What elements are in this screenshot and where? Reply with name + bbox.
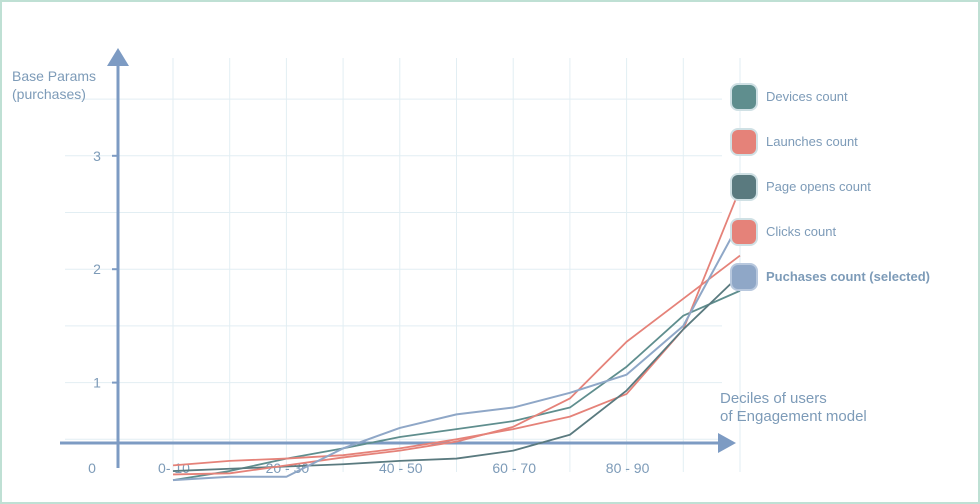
x-axis-arrow xyxy=(718,433,736,453)
legend-swatch xyxy=(730,262,758,291)
legend-swatch xyxy=(730,127,758,156)
legend-swatch xyxy=(730,82,758,111)
x-axis-title-line-2: of Engagement model xyxy=(720,408,867,425)
legend-item[interactable]: Launches count xyxy=(730,119,930,164)
legend-item[interactable]: Page opens count xyxy=(730,164,930,209)
series-lines xyxy=(172,188,741,482)
y-axis-arrow xyxy=(107,48,129,66)
legend-item[interactable]: Devices count xyxy=(730,74,930,119)
series-line xyxy=(172,254,741,476)
legend-swatch xyxy=(730,172,758,201)
legend-label: Puchases count (selected) xyxy=(766,269,930,284)
axes xyxy=(60,48,736,468)
x-tick-label: 40 - 50 xyxy=(379,460,423,476)
legend-label: Devices count xyxy=(766,89,848,104)
legend-item[interactable]: Puchases count (selected) xyxy=(730,254,930,299)
y-tick-label: 2 xyxy=(93,261,101,277)
y-axis-title-line-2: (purchases) xyxy=(12,86,86,102)
legend-label: Page opens count xyxy=(766,179,871,194)
y-axis-title: Base Params (purchases) xyxy=(12,67,96,103)
legend-label: Launches count xyxy=(766,134,858,149)
series-line xyxy=(172,221,741,482)
y-axis-title-line-1: Base Params xyxy=(12,68,97,84)
series-line xyxy=(172,188,741,467)
legend-swatch xyxy=(730,217,758,246)
y-tick-label: 3 xyxy=(93,148,101,164)
grid xyxy=(65,58,741,472)
x-tick-label: 80 - 90 xyxy=(606,460,650,476)
x-axis-title: Deciles of users of Engagement model xyxy=(720,390,867,426)
y-tick-label: 1 xyxy=(93,375,101,391)
legend-item[interactable]: Clicks count xyxy=(730,209,930,254)
series-line xyxy=(172,289,741,482)
legend-label: Clicks count xyxy=(766,224,837,239)
legend: Devices count Launches count Page opens co… xyxy=(730,74,930,299)
x-tick-label: 60 - 70 xyxy=(492,460,536,476)
x-axis-title-line-1: Deciles of users xyxy=(720,390,827,407)
y-tick-label: 0 xyxy=(88,460,96,476)
